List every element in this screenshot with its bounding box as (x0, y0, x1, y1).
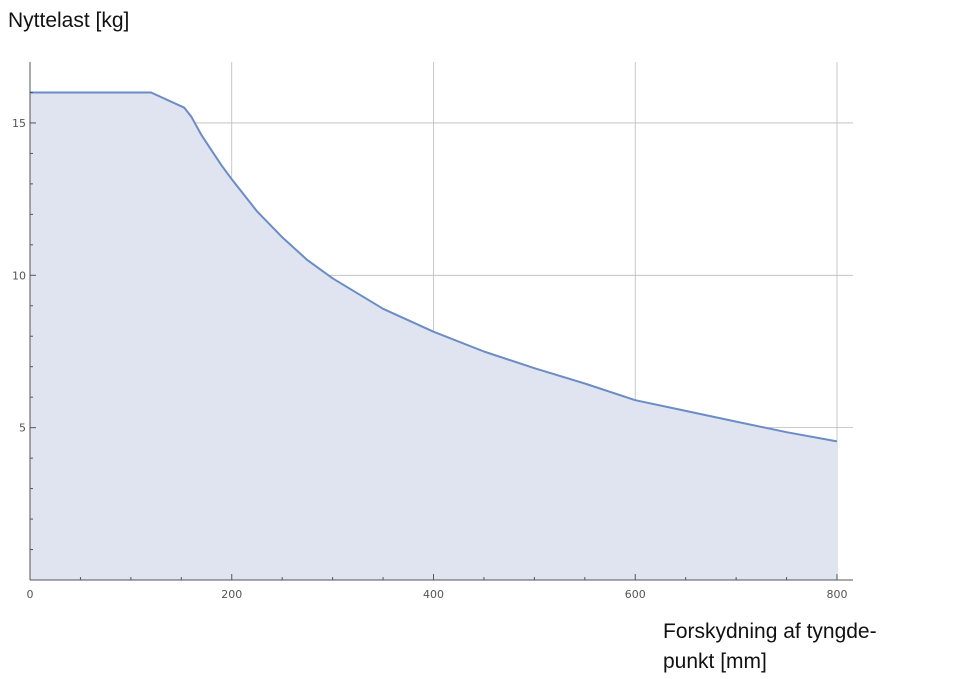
tick-layer: 0 200 400 600 800 5 10 15 (12, 91, 848, 601)
area-fill (30, 92, 837, 580)
y-axis-title: Nyttelast [kg] (8, 9, 130, 32)
y-tick-label: 5 (19, 422, 26, 435)
series-line (30, 91, 838, 443)
y-tick-label: 10 (12, 269, 26, 282)
x-tick-label: 800 (827, 588, 848, 601)
x-tick-label: 0 (27, 588, 34, 601)
x-axis-title: Forskydning af tyngde- punkt [mm] (663, 617, 961, 677)
area-layer (30, 91, 838, 580)
x-tick-label: 400 (423, 588, 444, 601)
x-tick-label: 200 (221, 588, 242, 601)
axis-layer (29, 62, 853, 581)
y-tick-label: 15 (12, 117, 26, 130)
x-axis-title-line-1: Forskydning af tyngde- (663, 620, 877, 643)
x-tick-label: 600 (625, 588, 646, 601)
x-axis-title-line-2: punkt [mm] (663, 650, 767, 673)
